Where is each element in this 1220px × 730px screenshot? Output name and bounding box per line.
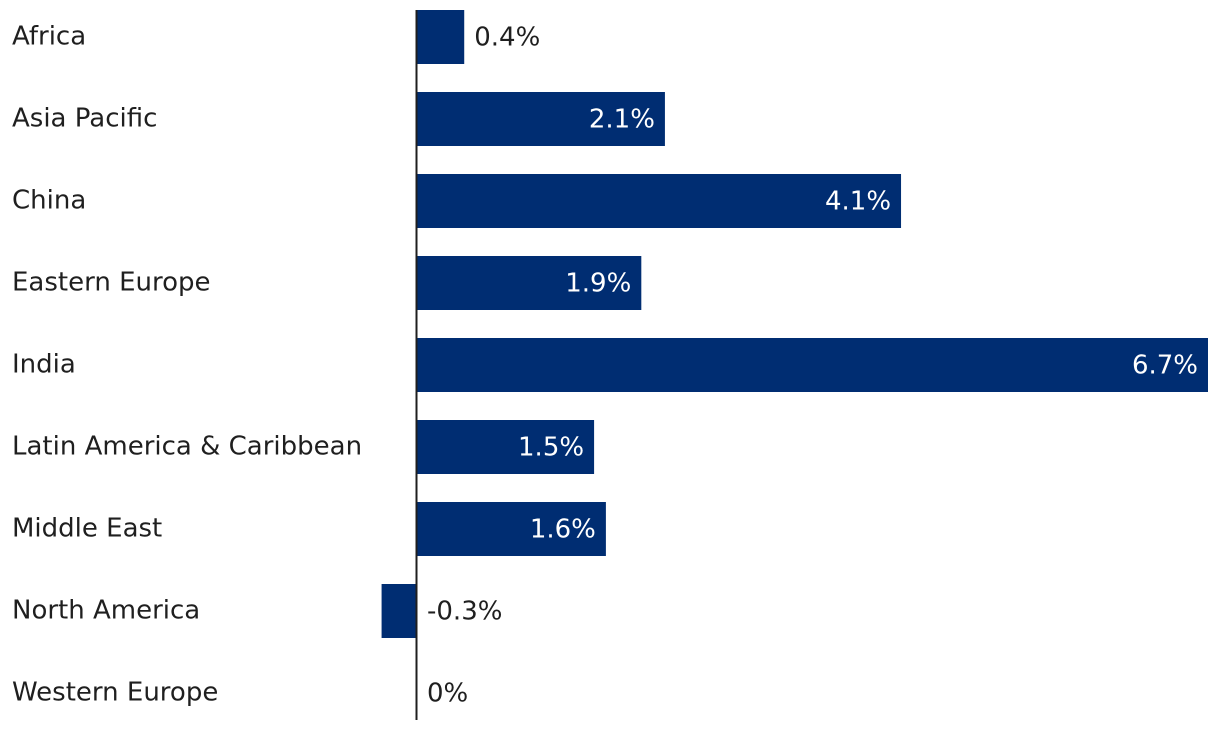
value-label: -0.3% — [427, 597, 502, 627]
value-label: 1.6% — [530, 515, 596, 545]
category-label: Latin America & Caribbean — [12, 432, 362, 462]
category-label: Africa — [12, 22, 86, 52]
category-label: Eastern Europe — [12, 268, 211, 298]
bar — [381, 584, 417, 638]
category-labels: Africa Asia Pacific China Eastern Europe Ind… — [12, 22, 362, 708]
value-label: 1.5% — [518, 433, 584, 463]
category-label: Asia Pacific — [12, 104, 157, 134]
value-labels: 0.4% 2.1% 4.1% 1.9% 6.7% 1.5% 1.6% -0.3% 0% — [427, 23, 1198, 709]
bar — [417, 502, 606, 556]
bar — [417, 338, 1208, 392]
value-label: 2.1% — [589, 105, 655, 135]
value-label: 0% — [427, 679, 468, 709]
value-label: 0.4% — [474, 23, 540, 53]
category-label: Western Europe — [12, 678, 218, 708]
bar — [417, 420, 595, 474]
bar — [417, 256, 642, 310]
value-label: 6.7% — [1132, 351, 1198, 381]
category-label: China — [12, 186, 86, 216]
category-label: North America — [12, 596, 200, 626]
bars — [381, 10, 1208, 638]
category-label: India — [12, 350, 76, 380]
bar — [417, 174, 902, 228]
bar — [417, 92, 665, 146]
category-label: Middle East — [12, 514, 162, 544]
value-label: 4.1% — [825, 187, 891, 217]
bar — [417, 10, 465, 64]
value-label: 1.9% — [565, 269, 631, 299]
